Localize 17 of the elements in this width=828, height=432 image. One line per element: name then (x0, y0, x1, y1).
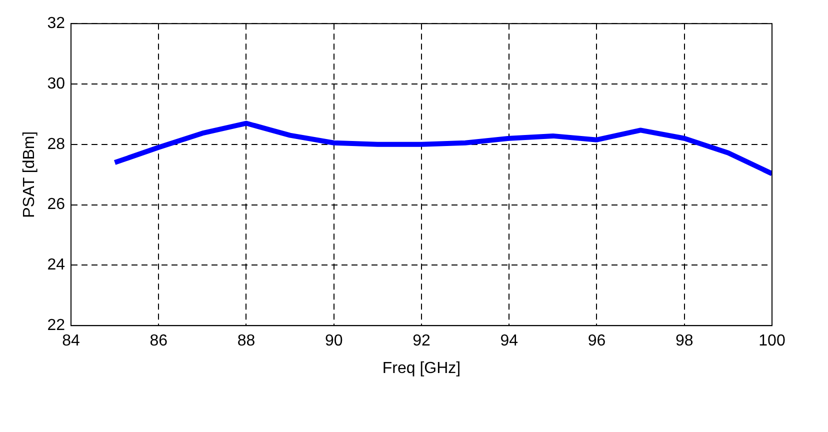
x-tick-label: 94 (500, 332, 518, 350)
x-tick-label: 90 (324, 332, 343, 350)
x-axis-title: Freq [GHz] (382, 360, 461, 377)
y-tick-label: 24 (47, 256, 66, 274)
y-tick-label: 26 (47, 196, 66, 214)
y-tick-label: 32 (47, 15, 66, 32)
x-tick-label: 88 (237, 332, 256, 350)
y-tick-label: 22 (47, 317, 66, 334)
y-tick-label: 28 (47, 136, 66, 153)
y-axis-title: PSAT [dBm] (21, 131, 38, 218)
x-tick-label: 98 (675, 332, 694, 350)
y-tick-label: 30 (47, 75, 66, 92)
x-tick-label: 92 (412, 332, 430, 350)
x-tick-label: 86 (150, 332, 168, 350)
x-tick-label: 84 (62, 332, 80, 350)
x-tick-label: 100 (758, 332, 786, 350)
x-tick-label: 96 (588, 332, 606, 350)
